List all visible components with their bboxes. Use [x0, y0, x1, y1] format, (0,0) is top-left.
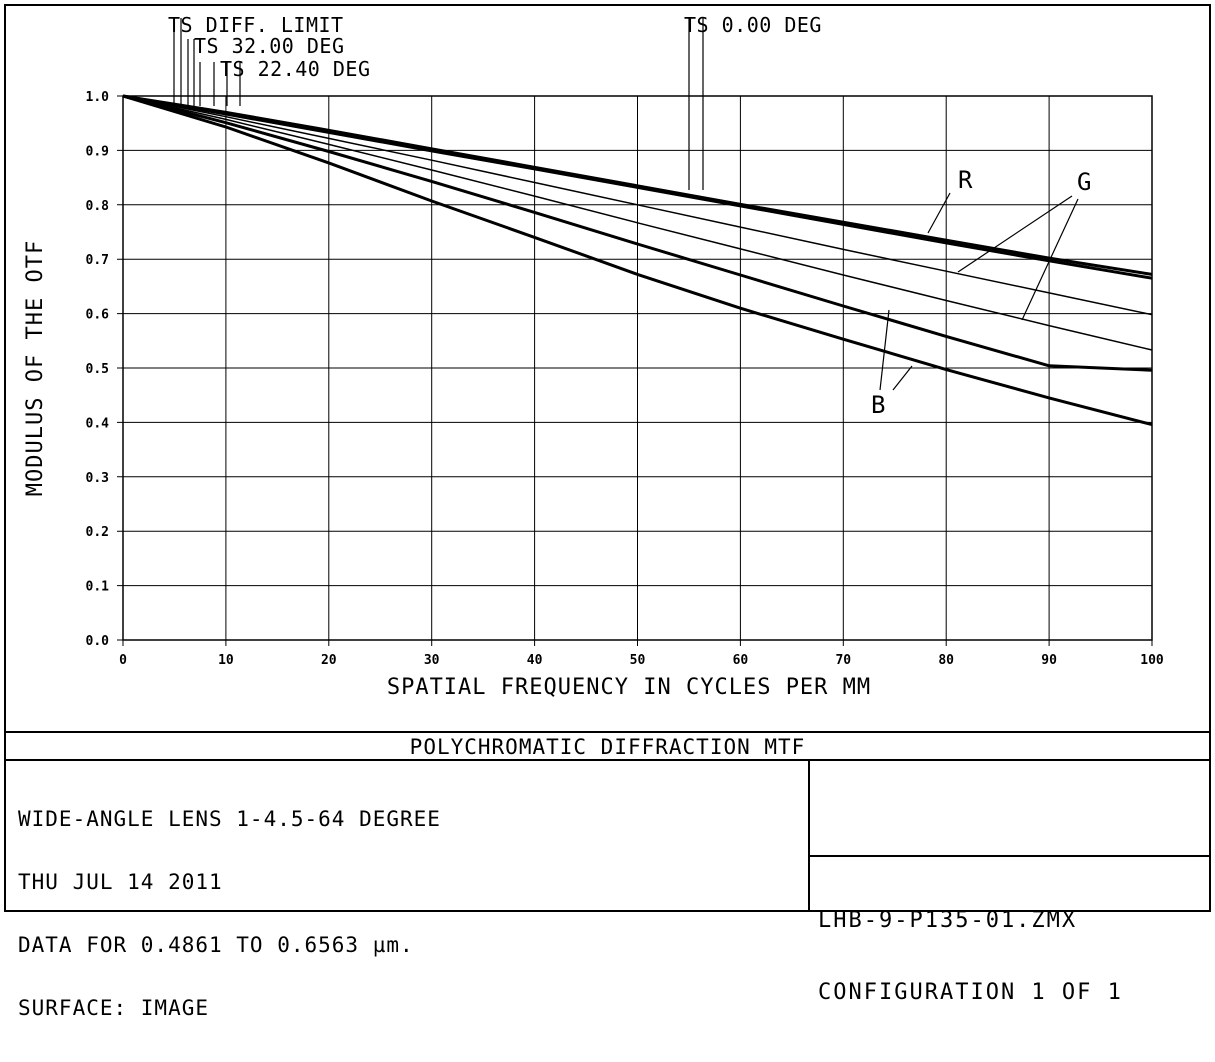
info-date: THU JUL 14 2011 — [18, 870, 223, 894]
mtf-curve-6 — [122, 94, 1153, 427]
y-tick-label: 0.0 — [86, 634, 110, 649]
annotation-pointer — [957, 195, 1073, 273]
configuration-label: CONFIGURATION 1 OF 1 — [818, 980, 1123, 1005]
info-wavelength-range: DATA FOR 0.4861 TO 0.6563 µm. — [18, 933, 414, 957]
y-tick-label: 0.4 — [86, 416, 110, 431]
y-tick-label: 0.8 — [86, 199, 110, 214]
plot-frame — [4, 4, 1211, 912]
y-tick-label: 0.6 — [86, 308, 110, 323]
file-panel: LHB-9-P135-01.ZMX CONFIGURATION 1 OF 1 — [808, 855, 1211, 1005]
mtf-curve-4 — [122, 95, 1153, 351]
mtf-curve-1 — [122, 94, 1153, 276]
y-tick-label: 0.9 — [86, 144, 109, 159]
chart-title: POLYCHROMATIC DIFFRACTION MTF — [409, 735, 806, 759]
curve-annotation-r: R — [958, 166, 973, 194]
y-tick-label: 0.7 — [86, 253, 109, 268]
x-tick-label: 20 — [321, 653, 337, 668]
curve-annotation-b: B — [871, 391, 885, 419]
x-axis-label: SPATIAL FREQUENCY IN CYCLES PER MM — [387, 675, 871, 700]
annotation-pointer — [1021, 198, 1079, 321]
curve-annotation-g: G — [1077, 168, 1091, 196]
file-name: LHB-9-P135-01.ZMX — [818, 908, 1078, 933]
field-label: TS DIFF. LIMIT — [168, 13, 344, 37]
y-tick-label: 0.5 — [86, 362, 109, 377]
x-tick-label: 60 — [733, 653, 749, 668]
x-tick-label: 70 — [835, 653, 851, 668]
field-label: TS 22.40 DEG — [220, 57, 371, 81]
x-tick-label: 30 — [424, 653, 440, 668]
x-tick-label: 80 — [938, 653, 954, 668]
annotation-pointer — [927, 192, 951, 234]
x-tick-label: 10 — [218, 653, 234, 668]
field-label: TS 0.00 DEG — [684, 13, 822, 37]
mtf-curve-2 — [122, 94, 1153, 280]
annotation-pointer — [892, 365, 913, 391]
chart-title-box: POLYCHROMATIC DIFFRACTION MTF — [4, 731, 1211, 761]
mtf-chart: 0 10 20 30 40 50 60 70 80 90 100 0.0 0.1 0.2 0.3 0.4 0.5… — [23, 13, 1164, 700]
y-tick-label: 0.2 — [86, 525, 109, 540]
x-tick-label: 40 — [527, 653, 543, 668]
info-surface: SURFACE: IMAGE — [18, 996, 210, 1020]
x-tick-label: 0 — [119, 653, 127, 668]
info-lens-name: WIDE-ANGLE LENS 1-4.5-64 DEGREE — [18, 807, 441, 831]
y-tick-label: 0.3 — [86, 471, 109, 486]
x-tick-label: 50 — [630, 653, 646, 668]
x-tick-label: 100 — [1140, 653, 1164, 668]
y-axis-label: MODULUS OF THE OTF — [23, 240, 48, 496]
mtf-curve-3 — [122, 95, 1153, 316]
info-panel: WIDE-ANGLE LENS 1-4.5-64 DEGREE THU JUL … — [4, 759, 810, 1019]
y-tick-label: 0.1 — [86, 580, 110, 595]
y-tick-label: 1.0 — [86, 90, 110, 105]
mtf-curve-5 — [122, 94, 1153, 372]
field-label: TS 32.00 DEG — [194, 34, 345, 58]
annotation-pointer — [879, 309, 890, 391]
x-tick-label: 90 — [1041, 653, 1057, 668]
